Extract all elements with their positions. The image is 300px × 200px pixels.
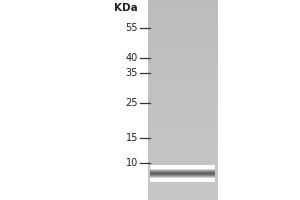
Text: KDa: KDa <box>114 3 138 13</box>
Text: 15: 15 <box>126 133 138 143</box>
Text: 35: 35 <box>126 68 138 78</box>
Text: 40: 40 <box>126 53 138 63</box>
Text: 10: 10 <box>126 158 138 168</box>
Text: 25: 25 <box>125 98 138 108</box>
Text: 55: 55 <box>125 23 138 33</box>
